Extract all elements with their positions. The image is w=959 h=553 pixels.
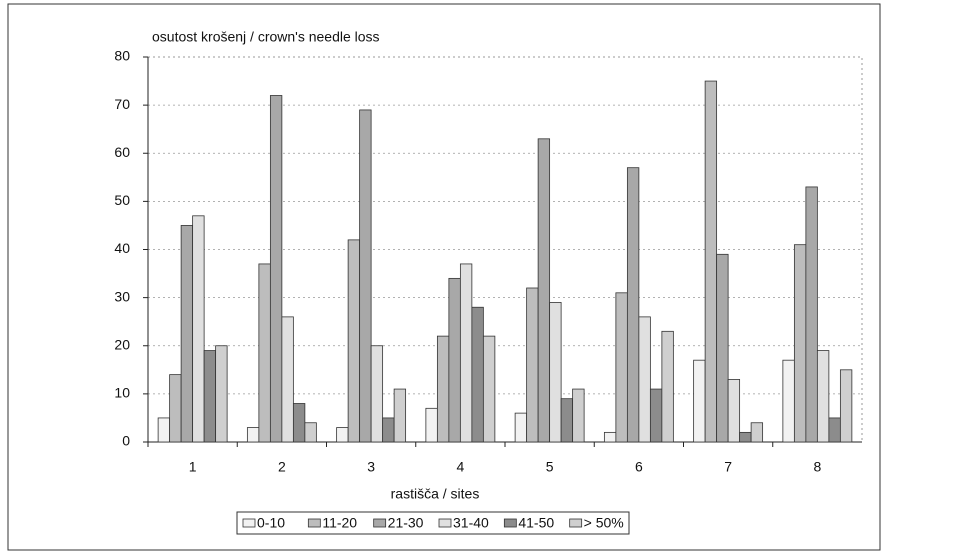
y-tick-label: 20 — [114, 336, 130, 352]
legend-label: 21-30 — [388, 515, 424, 531]
y-axis-label: osutost krošenj / crown's needle loss — [152, 29, 380, 45]
y-tick-label: 0 — [122, 433, 130, 449]
bar — [805, 186, 818, 443]
y-tick-label: 30 — [114, 288, 130, 304]
legend-swatch — [569, 518, 583, 528]
bar — [739, 431, 752, 443]
bar — [157, 417, 171, 443]
bar — [336, 427, 349, 443]
bar — [258, 263, 271, 443]
x-tick-label: 4 — [456, 459, 464, 475]
bar — [549, 302, 562, 443]
bar — [750, 422, 764, 443]
bar — [304, 422, 317, 443]
bar — [693, 359, 706, 443]
bar — [793, 244, 807, 443]
x-tick-label: 8 — [813, 459, 821, 475]
legend-label: 31-40 — [453, 515, 489, 531]
legend-box — [236, 511, 630, 535]
legend-label: 0-10 — [257, 515, 285, 531]
bar — [615, 292, 628, 443]
bar — [203, 350, 217, 443]
bar — [649, 388, 663, 443]
bar — [828, 417, 841, 443]
legend-label: > 50% — [584, 515, 624, 531]
bar — [347, 239, 361, 443]
chart-frame — [7, 3, 881, 551]
legend-swatch — [373, 518, 387, 528]
bar — [560, 398, 574, 443]
legend-swatch — [242, 518, 256, 528]
bar — [782, 359, 795, 443]
bar — [192, 215, 205, 443]
bar — [169, 374, 182, 443]
bar — [661, 330, 674, 443]
legend: 0-10 11-20 21-30 31-40 41-50 > 50% — [236, 511, 630, 535]
bar — [281, 316, 294, 443]
bar — [393, 388, 407, 443]
bar — [514, 412, 528, 443]
bar — [425, 407, 438, 443]
x-axis-label: rastišča / sites — [391, 486, 480, 502]
bar — [482, 335, 496, 443]
bar — [436, 335, 450, 443]
legend-label: 41-50 — [518, 515, 554, 531]
bar — [246, 427, 260, 443]
legend-swatch — [307, 518, 321, 528]
bar — [180, 225, 194, 443]
y-tick-label: 40 — [114, 240, 130, 256]
legend-swatch — [438, 518, 452, 528]
y-tick-label: 80 — [114, 48, 130, 64]
x-tick-label: 2 — [278, 459, 286, 475]
bar — [638, 316, 651, 443]
bar — [716, 253, 729, 443]
x-tick-label: 3 — [367, 459, 375, 475]
x-tick-label: 5 — [546, 459, 554, 475]
bar — [448, 277, 461, 443]
y-tick-label: 10 — [114, 385, 130, 401]
x-tick-label: 7 — [724, 459, 732, 475]
bar — [370, 345, 384, 443]
y-tick-label: 60 — [114, 144, 130, 160]
bar — [292, 403, 306, 443]
legend-swatch — [503, 518, 517, 528]
bar — [269, 95, 283, 443]
bar — [537, 138, 551, 443]
bar — [471, 306, 484, 443]
x-tick-label: 6 — [635, 459, 643, 475]
x-tick-label: 1 — [189, 459, 197, 475]
y-tick-label: 70 — [114, 96, 130, 112]
y-tick-label: 50 — [114, 192, 130, 208]
bar — [459, 263, 473, 443]
bar — [526, 287, 539, 443]
bar — [727, 379, 741, 443]
bar — [816, 350, 830, 443]
bar — [572, 388, 585, 443]
bar — [603, 431, 617, 443]
bar — [215, 345, 228, 443]
bar — [626, 167, 640, 443]
bar — [359, 109, 372, 443]
bar — [704, 80, 718, 443]
legend-label: 11-20 — [322, 515, 357, 531]
bar — [382, 417, 395, 443]
bar — [839, 369, 853, 443]
